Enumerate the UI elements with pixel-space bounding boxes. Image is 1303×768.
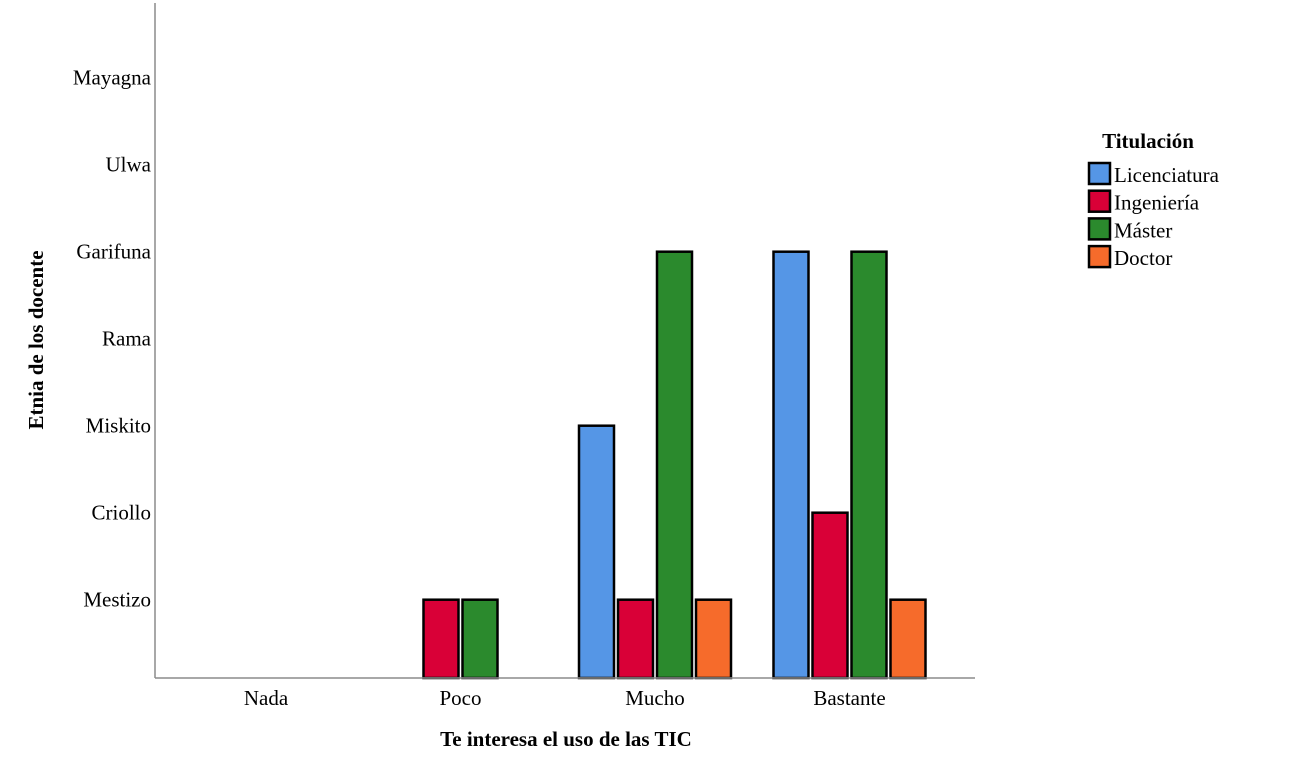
bar-máster: [850, 250, 888, 680]
y-tick-label: Mestizo: [83, 588, 151, 612]
x-tick-label: Poco: [440, 686, 482, 710]
bar-máster: [655, 250, 694, 680]
bar-ingeniería: [616, 598, 655, 680]
x-axis-title: Te interesa el uso de las TIC: [440, 727, 692, 751]
y-axis-title: Etnia de los docente: [24, 250, 48, 429]
y-tick-label: Mayagna: [73, 66, 152, 90]
y-tick-label: Garifuna: [76, 240, 151, 264]
bar-máster: [461, 598, 499, 680]
bar-licenciatura: [772, 250, 810, 680]
legend-label: Máster: [1114, 218, 1172, 242]
y-tick-label: Ulwa: [106, 153, 152, 177]
legend-label: Licenciatura: [1114, 163, 1220, 187]
bar-licenciatura: [577, 424, 616, 680]
x-tick-label: Mucho: [625, 686, 685, 710]
legend-swatch: [1087, 217, 1112, 241]
bar-ingeniería: [422, 598, 460, 680]
x-tick-label: Bastante: [813, 686, 885, 710]
y-tick-label: Criollo: [91, 501, 151, 525]
legend-swatch: [1087, 189, 1112, 213]
legend: Titulación Licenciatura Ingeniería Máster D…: [1087, 129, 1220, 270]
y-tick-labels: Mestizo Criollo Miskito Rama Garifuna Ulwa May…: [73, 66, 152, 612]
y-tick-label: Miskito: [86, 414, 151, 438]
y-tick-label: Rama: [102, 327, 152, 351]
legend-label: Ingeniería: [1114, 191, 1200, 215]
x-tick-labels: Nada Poco Mucho Bastante: [244, 686, 886, 710]
bar-ingeniería: [811, 511, 849, 680]
bars-layer: [422, 250, 927, 680]
legend-label: Doctor: [1114, 246, 1172, 270]
bar-doctor: [694, 598, 733, 680]
legend-swatch: [1087, 161, 1112, 186]
legend-swatch: [1087, 244, 1112, 269]
bar-doctor: [889, 598, 927, 680]
legend-title: Titulación: [1102, 129, 1194, 153]
x-tick-label: Nada: [244, 686, 289, 710]
